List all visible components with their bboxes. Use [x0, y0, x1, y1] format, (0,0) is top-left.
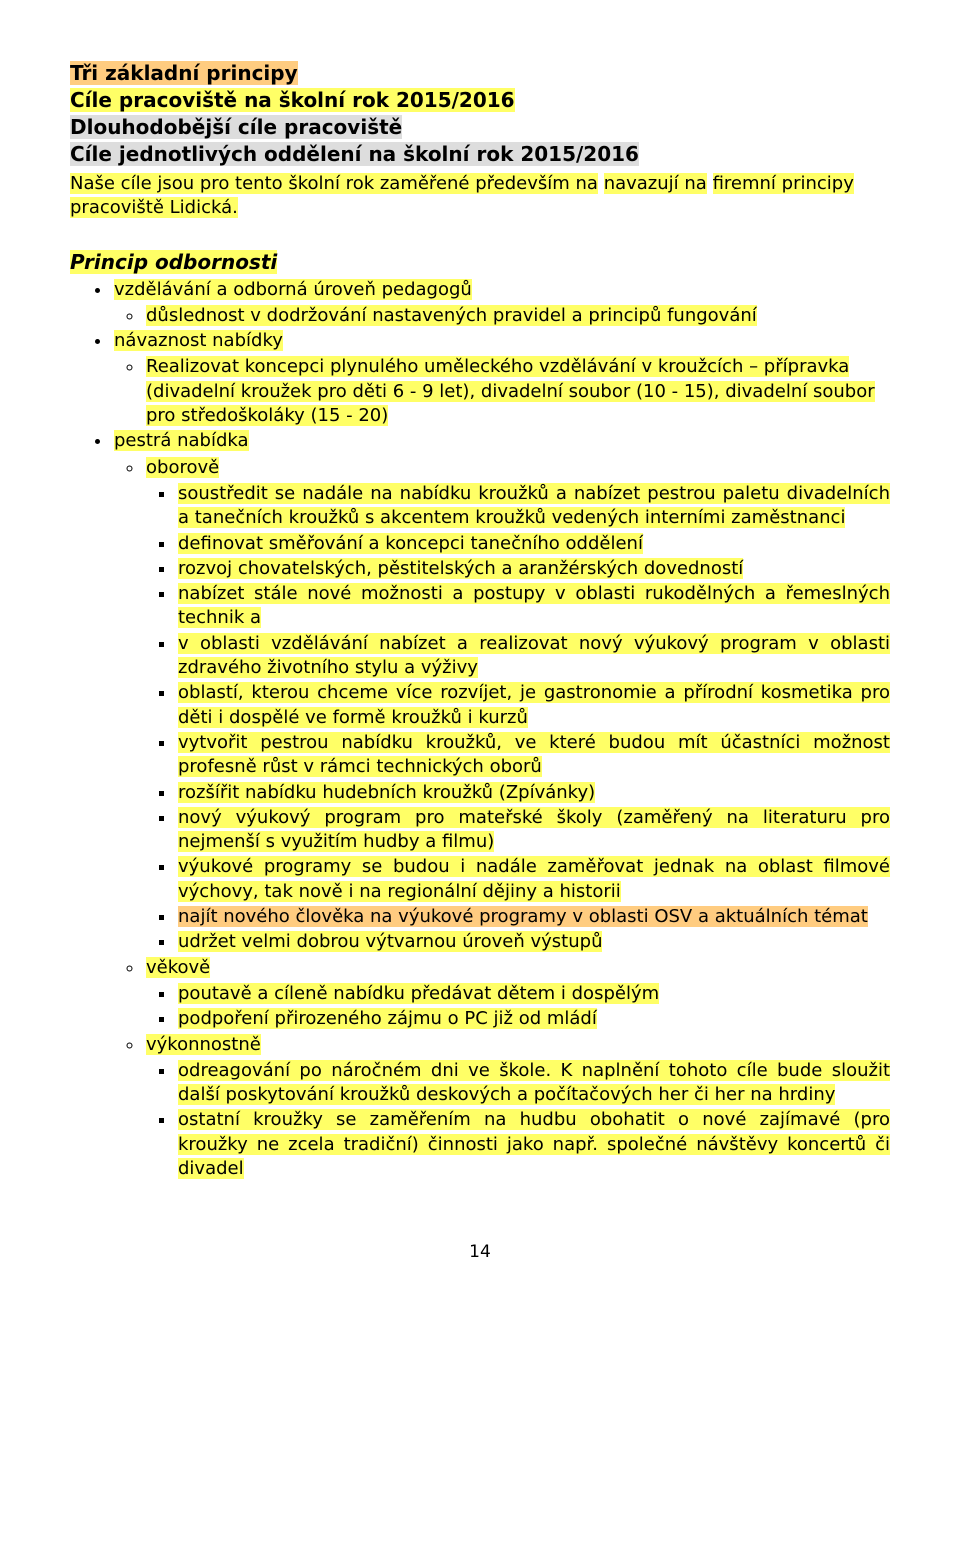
l3-item: oblastí, kterou chceme více rozvíjet, je… — [176, 681, 890, 730]
section-title: Princip odbornosti — [70, 250, 277, 274]
l3-item: definovat směřování a koncepci tanečního… — [176, 532, 890, 556]
page-number: 14 — [70, 1241, 890, 1264]
l3-item: rozšířit nabídku hudebních kroužků (Zpív… — [176, 781, 890, 805]
l2-item: věkově poutavě a cíleně nabídku předávat… — [144, 956, 890, 1032]
l2-item: oborově soustředit se nadále na nabídku … — [144, 456, 890, 955]
l3-item: najít nového člověka na výukové programy… — [176, 905, 890, 929]
l3-item: ostatní kroužky se zaměřením na hudbu ob… — [176, 1108, 890, 1181]
header-line-3: Dlouhodobější cíle pracoviště — [70, 115, 402, 139]
l3-item: udržet velmi dobrou výtvarnou úroveň výs… — [176, 930, 890, 954]
l3-item: v oblasti vzdělávání nabízet a realizova… — [176, 632, 890, 681]
header-line-4: Cíle jednotlivých oddělení na školní rok… — [70, 142, 639, 166]
l1-item: pestrá nabídka oborově soustředit se nad… — [112, 429, 890, 1181]
header-line-1: Tři základní principy — [70, 61, 298, 85]
l3-item: nový výukový program pro mateřské školy … — [176, 806, 890, 855]
l1-item: vzdělávání a odborná úroveň pedagogů důs… — [112, 278, 890, 329]
l3-item: soustředit se nadále na nabídku kroužků … — [176, 482, 890, 531]
l2-item: Realizovat koncepci plynulého uměleckého… — [144, 355, 890, 428]
l1-item: návaznost nabídky Realizovat koncepci pl… — [112, 329, 890, 428]
l3-item: rozvoj chovatelských, pěstitelských a ar… — [176, 557, 890, 581]
l3-item: poutavě a cíleně nabídku předávat dětem … — [176, 982, 890, 1006]
l3-item: výukové programy se budou i nadále zaměř… — [176, 855, 890, 904]
l2-item: důslednost v dodržování nastavených prav… — [144, 304, 890, 328]
l3-item: nabízet stále nové možnosti a postupy v … — [176, 582, 890, 631]
intro-paragraph: Naše cíle jsou pro tento školní rok zamě… — [70, 172, 890, 221]
header-line-2: Cíle pracoviště na školní rok 2015/2016 — [70, 88, 515, 112]
l2-item: výkonnostně odreagování po náročném dni … — [144, 1033, 890, 1182]
l3-item: vytvořit pestrou nabídku kroužků, ve kte… — [176, 731, 890, 780]
l3-item: odreagování po náročném dni ve škole. K … — [176, 1059, 890, 1108]
l3-item: podpoření přirozeného zájmu o PC již od … — [176, 1007, 890, 1031]
